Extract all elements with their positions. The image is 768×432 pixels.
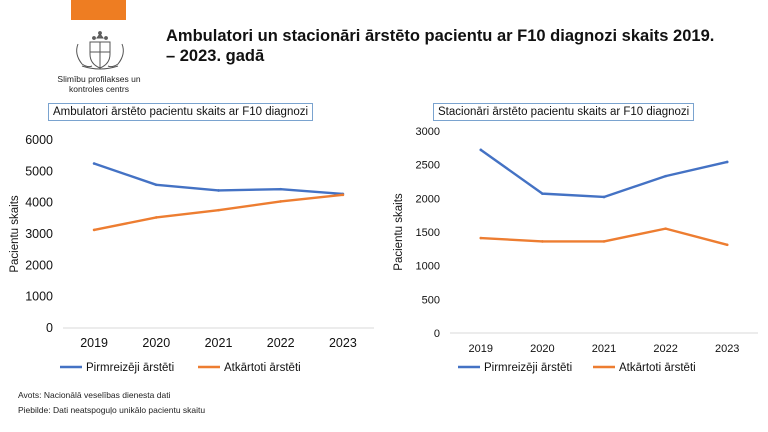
chart1-series-1-point (279, 187, 283, 191)
chart1-series-1-point (217, 189, 220, 192)
chart1-ytick-label: 3000 (25, 227, 53, 241)
chart1-xtick-label: 2022 (267, 336, 295, 350)
coat-of-arms-logo (76, 31, 124, 70)
chart1-series-2-point (341, 193, 345, 197)
chart1-ytick-label: 0 (46, 321, 53, 335)
chart2-series-1-point (602, 195, 606, 199)
chart2-ytick-label: 0 (434, 328, 440, 340)
chart2-series-1-point (479, 148, 483, 152)
chart2-xtick-label: 2023 (715, 343, 739, 355)
chart2-ytick-label: 2000 (416, 193, 440, 205)
chart2-xtick-label: 2020 (530, 343, 554, 355)
chart1-xtick-label: 2020 (142, 336, 170, 350)
chart2-series-2-point (479, 236, 483, 240)
chart1-ytick-label: 6000 (25, 133, 53, 147)
chart2-ytick-label: 2500 (416, 160, 440, 172)
chart1-y-axis-label: Pacientu skaits (9, 195, 21, 273)
chart2-ytick-label: 500 (422, 294, 440, 306)
chart2-xtick-label: 2021 (592, 343, 616, 355)
chart2-series-2-point (725, 243, 729, 247)
chart2-legend-label-2: Atkārtoti ārstēti (619, 362, 696, 374)
chart2-series-2-point (664, 227, 667, 230)
chart2-legend-label-1: Pirmreizēji ārstēti (484, 362, 572, 374)
chart2-ytick-label: 3000 (416, 126, 440, 138)
chart1-legend-label-1: Pirmreizēji ārstēti (86, 362, 174, 374)
chart2-series-2-point (541, 240, 544, 243)
accent-bar (71, 0, 126, 20)
chart2-title: Stacionāri ārstēto pacientu skaits ar F1… (433, 103, 695, 121)
chart2-xtick-label: 2019 (469, 343, 493, 355)
chart1-ytick-label: 1000 (25, 290, 53, 304)
chart2-ytick-label: 1500 (416, 227, 440, 239)
chart2-xtick-label: 2022 (653, 343, 677, 355)
chart1-series-2-point (92, 228, 96, 232)
chart1-ytick-label: 4000 (25, 196, 53, 210)
chart1-xtick-label: 2019 (80, 336, 108, 350)
chart2-series-1-line (479, 148, 729, 199)
chart2-series-1-point (725, 160, 729, 164)
chart1-series-2-point (217, 208, 220, 212)
chart2-y-axis-label: Pacientu skaits (393, 193, 405, 271)
chart1-series-1-point (155, 183, 158, 187)
chart2-series-1-point (541, 192, 544, 195)
chart2-series-2-point (602, 240, 606, 243)
chart1-ytick-label: 5000 (25, 164, 53, 178)
chart1-series-2-point (155, 216, 158, 219)
chart1-series-1-point (92, 162, 96, 165)
chart1-xtick-label: 2021 (205, 336, 233, 350)
chart1-title: Ambulatori ārstēto pacientu skaits ar F1… (48, 103, 314, 121)
chart2-ytick-label: 1000 (416, 261, 440, 273)
chart1-xtick-label: 2023 (329, 336, 357, 350)
chart2-series-1-point (664, 174, 667, 178)
chart1-ytick-label: 2000 (25, 258, 53, 272)
chart1-series-2-point (279, 200, 283, 203)
footnote: Piebilde: Dati neatspoguļo unikālo pacie… (18, 405, 206, 415)
page-title: Ambulatori un stacionāri ārstēto pacient… (166, 27, 715, 65)
org-name: Slimību profilakses un kontroles centrs (57, 74, 141, 94)
source-note: Avots: Nacionālā veselības dienesta dati (18, 390, 171, 400)
chart1-legend-label-2: Atkārtoti ārstēti (224, 362, 301, 374)
